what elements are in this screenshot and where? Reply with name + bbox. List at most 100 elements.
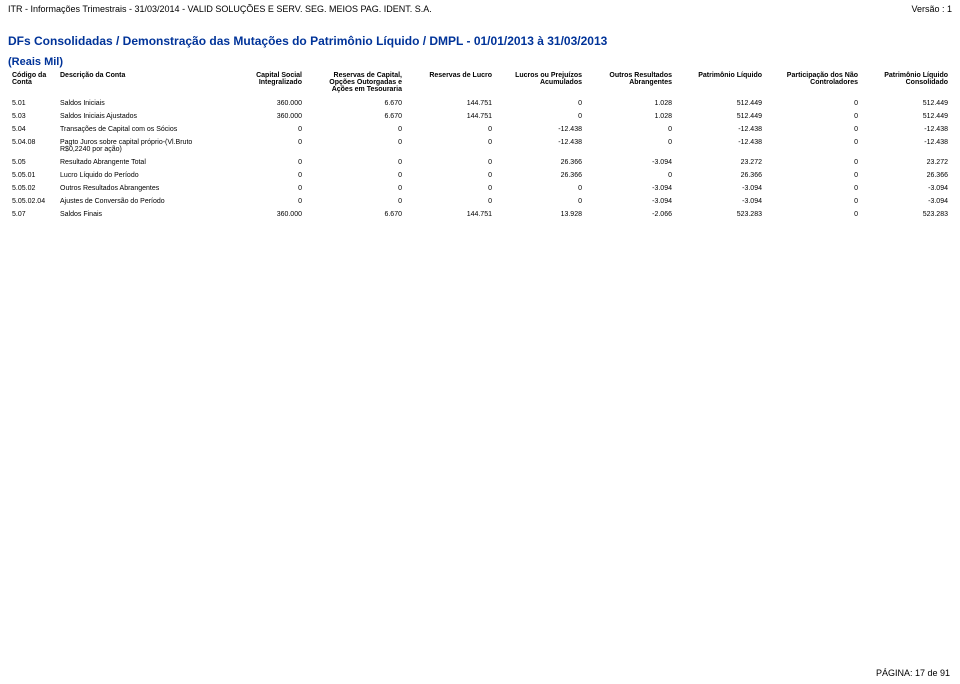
cell-value: 1.028 [586, 110, 676, 123]
table-row: 5.04Transações de Capital com os Sócios0… [8, 123, 952, 136]
col-header: Outros Resultados Abrangentes [586, 70, 676, 97]
cell-value: 0 [586, 123, 676, 136]
cell-value: 0 [306, 156, 406, 169]
cell-value: 0 [306, 136, 406, 156]
cell-value: 0 [766, 182, 862, 195]
cell-code: 5.04 [8, 123, 56, 136]
table-row: 5.05.02.04Ajustes de Conversão do Períod… [8, 195, 952, 208]
cell-code: 5.05.01 [8, 169, 56, 182]
cell-value: 0 [406, 182, 496, 195]
table-row: 5.05.02Outros Resultados Abrangentes0000… [8, 182, 952, 195]
page-title: DFs Consolidadas / Demonstração das Muta… [0, 20, 960, 52]
cell-value: 0 [226, 195, 306, 208]
cell-value: -3.094 [862, 182, 952, 195]
cell-value: 0 [496, 110, 586, 123]
cell-value: 0 [496, 182, 586, 195]
cell-value: -12.438 [496, 123, 586, 136]
cell-value: 0 [496, 97, 586, 110]
cell-value: 0 [406, 156, 496, 169]
cell-value: 512.449 [676, 110, 766, 123]
cell-value: 26.366 [862, 169, 952, 182]
unit-label: (Reais Mil) [0, 52, 960, 70]
cell-value: 0 [226, 136, 306, 156]
cell-value: 0 [226, 156, 306, 169]
cell-value: -3.094 [586, 195, 676, 208]
cell-desc: Outros Resultados Abrangentes [56, 182, 226, 195]
cell-value: 512.449 [676, 97, 766, 110]
cell-value: -3.094 [586, 156, 676, 169]
col-header: Patrimônio Líquido [676, 70, 766, 97]
cell-desc: Transações de Capital com os Sócios [56, 123, 226, 136]
cell-value: 144.751 [406, 97, 496, 110]
cell-value: 0 [766, 169, 862, 182]
cell-value: 0 [766, 195, 862, 208]
cell-value: 512.449 [862, 97, 952, 110]
col-header: Reservas de Lucro [406, 70, 496, 97]
cell-code: 5.05.02 [8, 182, 56, 195]
cell-value: 0 [226, 169, 306, 182]
cell-value: 360.000 [226, 208, 306, 221]
cell-value: 144.751 [406, 110, 496, 123]
cell-value: -3.094 [676, 182, 766, 195]
cell-value: 0 [306, 182, 406, 195]
cell-value: 0 [406, 169, 496, 182]
cell-code: 5.07 [8, 208, 56, 221]
cell-value: 6.670 [306, 97, 406, 110]
cell-value: 26.366 [496, 156, 586, 169]
header-right: Versão : 1 [911, 4, 952, 14]
cell-value: 0 [766, 136, 862, 156]
cell-value: 26.366 [496, 169, 586, 182]
cell-value: 0 [226, 123, 306, 136]
cell-value: 0 [766, 156, 862, 169]
table-body: 5.01Saldos Iniciais360.0006.670144.75101… [8, 97, 952, 221]
cell-value: -2.066 [586, 208, 676, 221]
cell-value: -12.438 [862, 123, 952, 136]
cell-value: 523.283 [862, 208, 952, 221]
cell-value: 0 [406, 136, 496, 156]
cell-value: 0 [766, 208, 862, 221]
table-row: 5.07Saldos Finais360.0006.670144.75113.9… [8, 208, 952, 221]
cell-value: 0 [226, 182, 306, 195]
cell-value: -12.438 [676, 136, 766, 156]
cell-desc: Ajustes de Conversão do Período [56, 195, 226, 208]
cell-value: 360.000 [226, 110, 306, 123]
cell-value: 1.028 [586, 97, 676, 110]
cell-value: -12.438 [676, 123, 766, 136]
col-header: Lucros ou Prejuízos Acumulados [496, 70, 586, 97]
cell-value: 360.000 [226, 97, 306, 110]
table-row: 5.05.01Lucro Líquido do Período00026.366… [8, 169, 952, 182]
cell-value: 0 [766, 110, 862, 123]
cell-value: -3.094 [676, 195, 766, 208]
col-header: Participação dos Não Controladores [766, 70, 862, 97]
cell-desc: Pagto Juros sobre capital próprio-(Vl.Br… [56, 136, 226, 156]
cell-value: -12.438 [862, 136, 952, 156]
header-left: ITR - Informações Trimestrais - 31/03/20… [8, 4, 432, 14]
col-header: Patrimônio Líquido Consolidado [862, 70, 952, 97]
cell-value: 0 [766, 97, 862, 110]
table-row: 5.03Saldos Iniciais Ajustados360.0006.67… [8, 110, 952, 123]
page-footer: PÁGINA: 17 de 91 [876, 668, 950, 678]
col-header: Capital Social Integralizado [226, 70, 306, 97]
cell-desc: Lucro Líquido do Período [56, 169, 226, 182]
cell-code: 5.04.08 [8, 136, 56, 156]
cell-value: 13.928 [496, 208, 586, 221]
table-row: 5.01Saldos Iniciais360.0006.670144.75101… [8, 97, 952, 110]
cell-value: 0 [766, 123, 862, 136]
cell-desc: Resultado Abrangente Total [56, 156, 226, 169]
cell-value: 523.283 [676, 208, 766, 221]
col-header: Reservas de Capital, Opções Outorgadas e… [306, 70, 406, 97]
cell-value: -3.094 [586, 182, 676, 195]
cell-value: 0 [306, 195, 406, 208]
cell-code: 5.01 [8, 97, 56, 110]
cell-value: 0 [306, 169, 406, 182]
cell-value: 6.670 [306, 110, 406, 123]
col-header: Descrição da Conta [56, 70, 226, 97]
dmpl-table: Código da ContaDescrição da ContaCapital… [8, 70, 952, 221]
cell-value: 0 [406, 123, 496, 136]
cell-desc: Saldos Iniciais [56, 97, 226, 110]
cell-code: 5.05 [8, 156, 56, 169]
cell-value: 0 [406, 195, 496, 208]
cell-value: 23.272 [862, 156, 952, 169]
cell-value: 6.670 [306, 208, 406, 221]
cell-value: 512.449 [862, 110, 952, 123]
